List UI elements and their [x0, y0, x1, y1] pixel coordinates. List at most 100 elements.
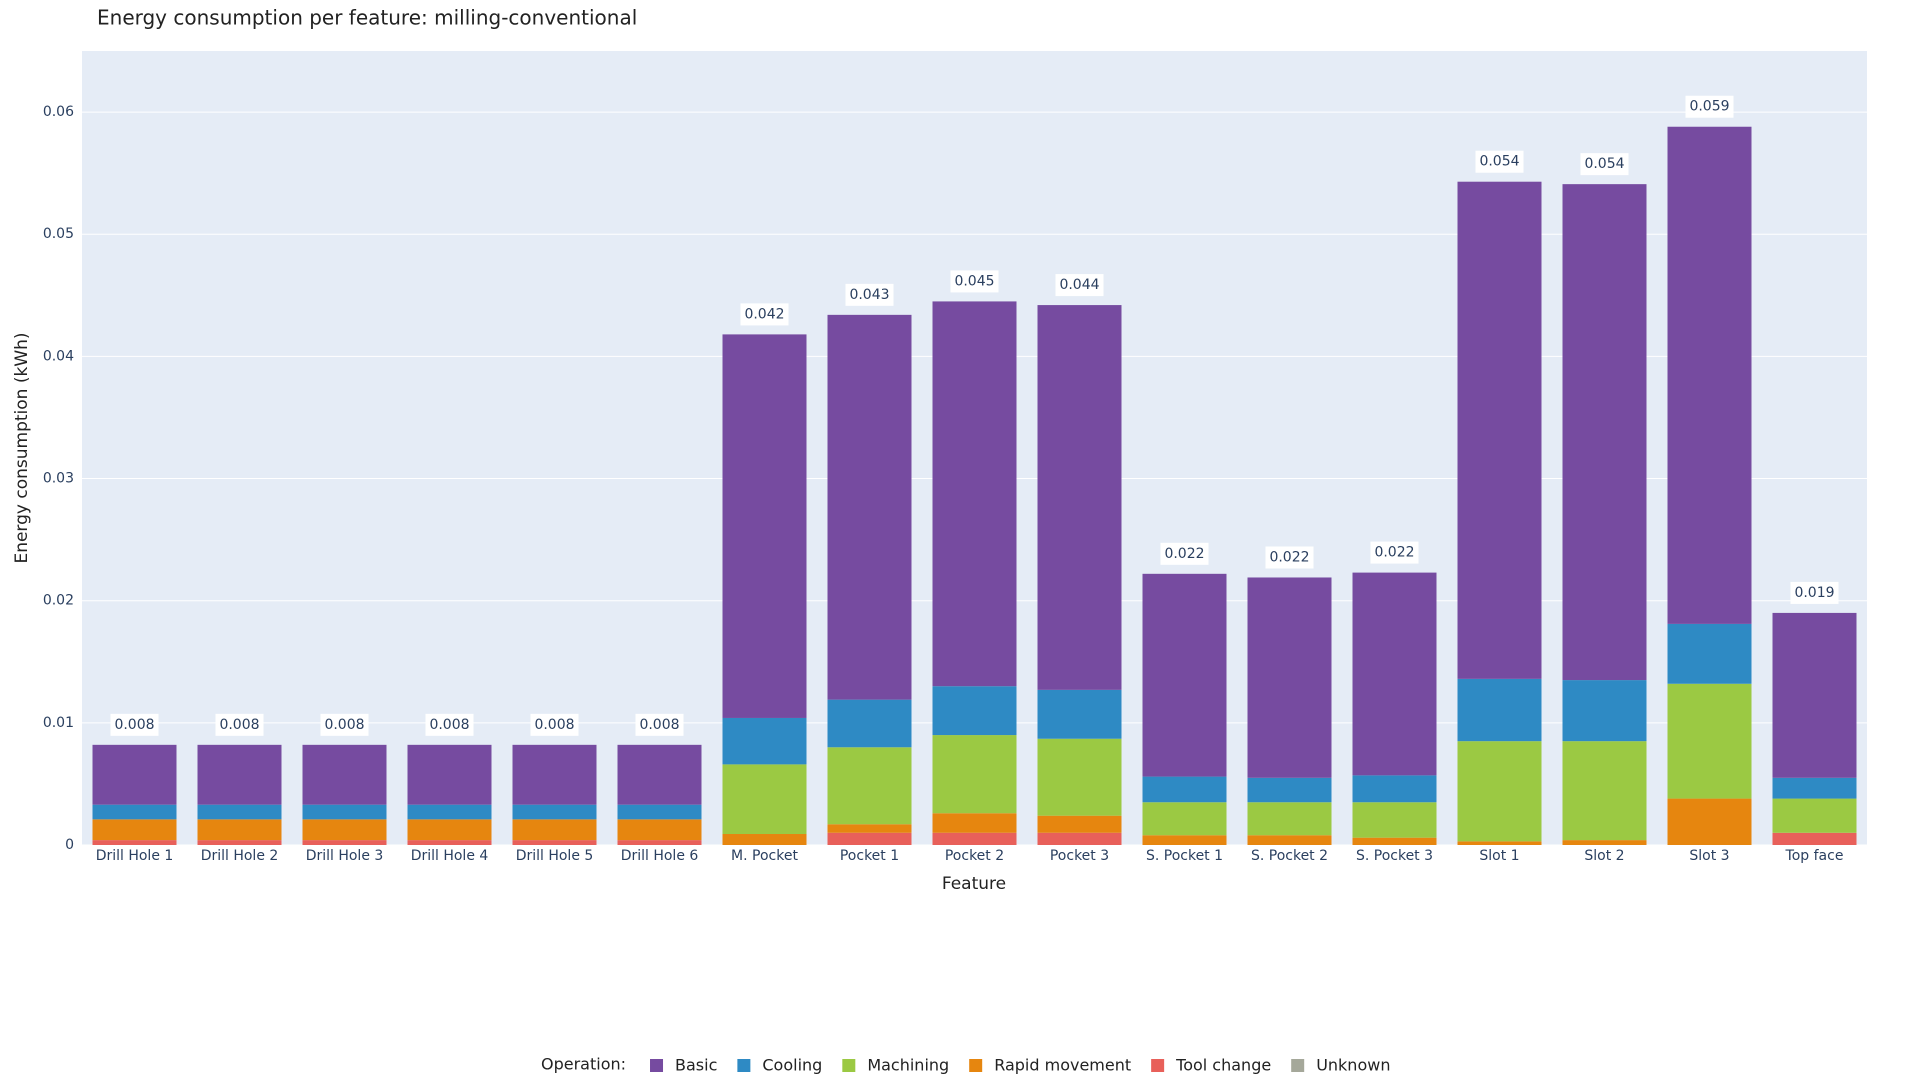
y-tick-label: 0.02	[43, 593, 74, 609]
total-label: 0.008	[534, 717, 574, 733]
x-tick-label: Drill Hole 3	[306, 848, 384, 864]
x-tick-label: M. Pocket	[731, 848, 798, 864]
bar-segment	[302, 744, 387, 805]
y-axis-title: Energy consumption (kWh)	[12, 332, 32, 563]
bar-segment	[1667, 683, 1752, 799]
bar-segment	[617, 744, 702, 805]
total-label: 0.008	[114, 717, 154, 733]
total-label: 0.054	[1479, 154, 1519, 170]
legend-label: Cooling	[762, 1056, 822, 1075]
legend-label: Basic	[675, 1056, 717, 1075]
x-tick-label: Pocket 1	[840, 848, 899, 864]
bar-segment	[512, 804, 597, 820]
total-label: 0.008	[324, 717, 364, 733]
bar-segment	[1667, 126, 1752, 624]
x-tick-label: S. Pocket 1	[1146, 848, 1223, 864]
total-label: 0.008	[639, 717, 679, 733]
total-label-box	[845, 283, 894, 306]
chart-title: Energy consumption per feature: milling-…	[97, 6, 637, 30]
legend-label: Machining	[867, 1056, 949, 1075]
total-label-box	[425, 713, 474, 736]
bar-segment	[1037, 815, 1122, 833]
bar-segment	[197, 819, 282, 841]
bar-segment	[1352, 802, 1437, 838]
bar-segment	[512, 819, 597, 841]
bar-segment	[617, 819, 702, 841]
total-label-box	[740, 303, 789, 326]
total-label-box	[320, 713, 369, 736]
bar-segment	[1247, 802, 1332, 836]
bar-segment	[1037, 689, 1122, 739]
bar-segment	[407, 819, 492, 841]
bar-segment	[302, 804, 387, 820]
total-label: 0.008	[429, 717, 469, 733]
total-label-box	[1790, 581, 1839, 604]
bar-segment	[1562, 680, 1647, 742]
y-tick-label: 0.01	[43, 715, 74, 731]
x-tick-label: Drill Hole 5	[516, 848, 594, 864]
total-label-box	[1370, 541, 1419, 564]
bar-segment	[617, 804, 702, 820]
bar-segment	[1667, 623, 1752, 684]
bar-segment	[1352, 775, 1437, 803]
bar-segment	[827, 314, 912, 700]
x-tick-label: Drill Hole 1	[96, 848, 174, 864]
bar-segment	[1247, 835, 1332, 845]
bar-segment	[722, 334, 807, 718]
total-label-box	[1475, 150, 1524, 173]
x-tick-label: Slot 2	[1584, 848, 1624, 864]
bar-segment	[197, 744, 282, 805]
total-label: 0.054	[1584, 156, 1624, 172]
bar-segment	[932, 301, 1017, 687]
total-label: 0.022	[1374, 545, 1414, 561]
y-tick-label: 0.05	[43, 226, 74, 242]
x-tick-label: Drill Hole 6	[621, 848, 699, 864]
bar-segment	[407, 840, 492, 845]
bar-segment	[1772, 798, 1857, 833]
x-tick-label: Pocket 3	[1050, 848, 1109, 864]
legend-label: Tool change	[1175, 1056, 1271, 1075]
x-tick-label: Slot 3	[1689, 848, 1729, 864]
bar-segment	[512, 840, 597, 845]
x-tick-label: S. Pocket 3	[1356, 848, 1433, 864]
bar-segment	[1142, 573, 1227, 777]
bar-segment	[1667, 798, 1752, 845]
bar-segment	[92, 840, 177, 845]
bar-segment	[92, 804, 177, 820]
total-label: 0.022	[1269, 549, 1309, 565]
legend-swatch	[842, 1059, 856, 1072]
bar-segment	[617, 840, 702, 845]
total-label-box	[950, 270, 999, 293]
total-label-box	[1580, 153, 1629, 176]
x-tick-label: S. Pocket 2	[1251, 848, 1328, 864]
x-tick-label: Drill Hole 2	[201, 848, 279, 864]
bar-segment	[722, 717, 807, 765]
bar-segment	[407, 804, 492, 820]
x-tick-label: Slot 1	[1479, 848, 1519, 864]
bar-segment	[512, 744, 597, 805]
bar-segment	[92, 744, 177, 805]
total-label: 0.042	[744, 306, 784, 322]
y-tick-label: 0.03	[43, 471, 74, 487]
y-tick-label: 0.04	[43, 348, 74, 364]
x-axis-title: Feature	[942, 874, 1006, 894]
legend-label: Unknown	[1316, 1056, 1390, 1075]
bar-segment	[1037, 305, 1122, 690]
bar-segment	[302, 840, 387, 845]
bar-segment	[1142, 776, 1227, 803]
total-label-box	[530, 713, 579, 736]
bar-segment	[1562, 840, 1647, 845]
total-label: 0.044	[1059, 277, 1099, 293]
bar-segment	[722, 764, 807, 835]
y-tick-label: 0	[65, 837, 74, 853]
bar-segment	[827, 832, 912, 845]
bar-segment	[1457, 741, 1542, 842]
total-label-box	[215, 713, 264, 736]
total-label: 0.059	[1689, 99, 1729, 115]
bar-segment	[1352, 837, 1437, 845]
bar-segment	[1247, 777, 1332, 803]
x-tick-label: Drill Hole 4	[411, 848, 489, 864]
bar-segment	[1457, 841, 1542, 845]
bar-segment	[92, 819, 177, 841]
